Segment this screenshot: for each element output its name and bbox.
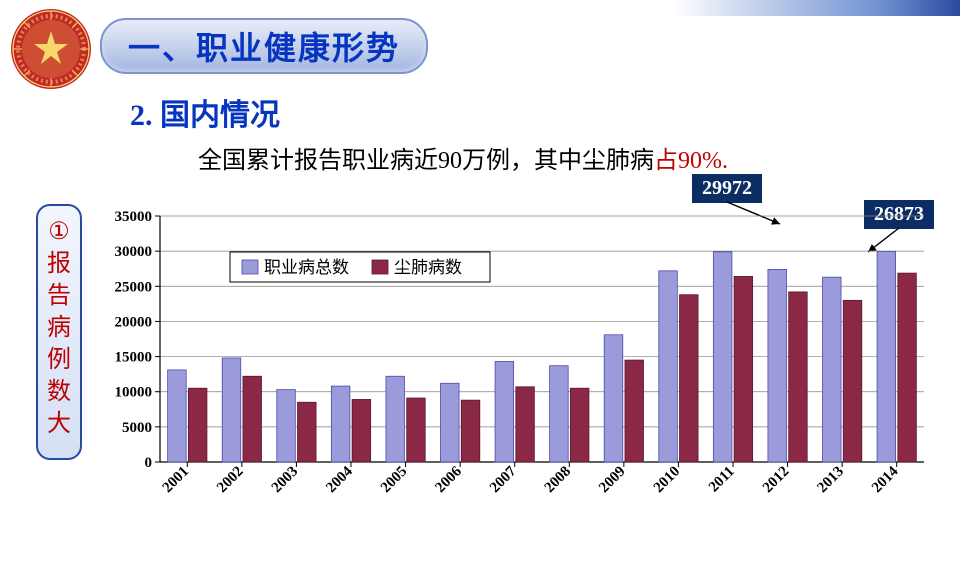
svg-text:2008: 2008 <box>542 464 575 497</box>
svg-text:2011: 2011 <box>706 464 738 496</box>
svg-text:2002: 2002 <box>214 464 247 497</box>
svg-text:2004: 2004 <box>323 463 356 496</box>
title-container: 一、职业健康形势 <box>100 16 530 76</box>
svg-text:尘肺病数: 尘肺病数 <box>394 258 462 277</box>
vl-1: 报 <box>47 248 71 280</box>
description-line: 全国累计报告职业病近90万例，其中尘肺病占90%. <box>198 140 728 175</box>
title-pill: 一、职业健康形势 <box>100 18 428 74</box>
svg-text:35000: 35000 <box>115 209 153 225</box>
description-red: 占90%. <box>654 148 728 174</box>
vl-3: 病 <box>47 312 71 344</box>
bar-chart: 0 5000 10000 15000 20000 25000 30000 35000 2001 2… <box>96 206 936 526</box>
vl-4: 例 <box>47 344 71 376</box>
vl-2: 告 <box>47 280 71 312</box>
emblem-seal <box>10 8 92 90</box>
svg-text:30000: 30000 <box>115 244 153 260</box>
svg-text:0: 0 <box>145 455 153 471</box>
top-gradient-bar <box>0 0 960 16</box>
vl-0: ① <box>48 216 70 248</box>
svg-text:25000: 25000 <box>115 279 153 295</box>
svg-text:2006: 2006 <box>432 463 465 496</box>
page-subtitle: 2. 国内情况 <box>130 90 280 134</box>
svg-text:2005: 2005 <box>378 464 411 497</box>
svg-text:2003: 2003 <box>269 464 302 497</box>
svg-text:职业病总数: 职业病总数 <box>264 258 349 277</box>
svg-text:20000: 20000 <box>115 314 153 330</box>
svg-text:10000: 10000 <box>115 385 153 401</box>
svg-text:2010: 2010 <box>651 464 684 497</box>
vl-6: 大 <box>47 408 71 440</box>
description-normal: 全国累计报告职业病近90万例，其中尘肺病 <box>198 148 654 174</box>
svg-text:15000: 15000 <box>115 350 153 366</box>
svg-text:2013: 2013 <box>814 464 847 497</box>
svg-text:2007: 2007 <box>487 463 520 496</box>
svg-text:2014: 2014 <box>869 463 902 496</box>
svg-text:2009: 2009 <box>596 464 629 497</box>
vl-5: 数 <box>47 376 71 408</box>
svg-text:2012: 2012 <box>760 464 793 497</box>
page-title: 一、职业健康形势 <box>128 23 400 69</box>
svg-text:5000: 5000 <box>122 420 152 436</box>
svg-text:2001: 2001 <box>160 464 193 497</box>
slide: 一、职业健康形势 2. 国内情况 全国累计报告职业病近90万例，其中尘肺病占90… <box>0 0 960 567</box>
vertical-label-pill: ① 报 告 病 例 数 大 <box>36 204 82 460</box>
